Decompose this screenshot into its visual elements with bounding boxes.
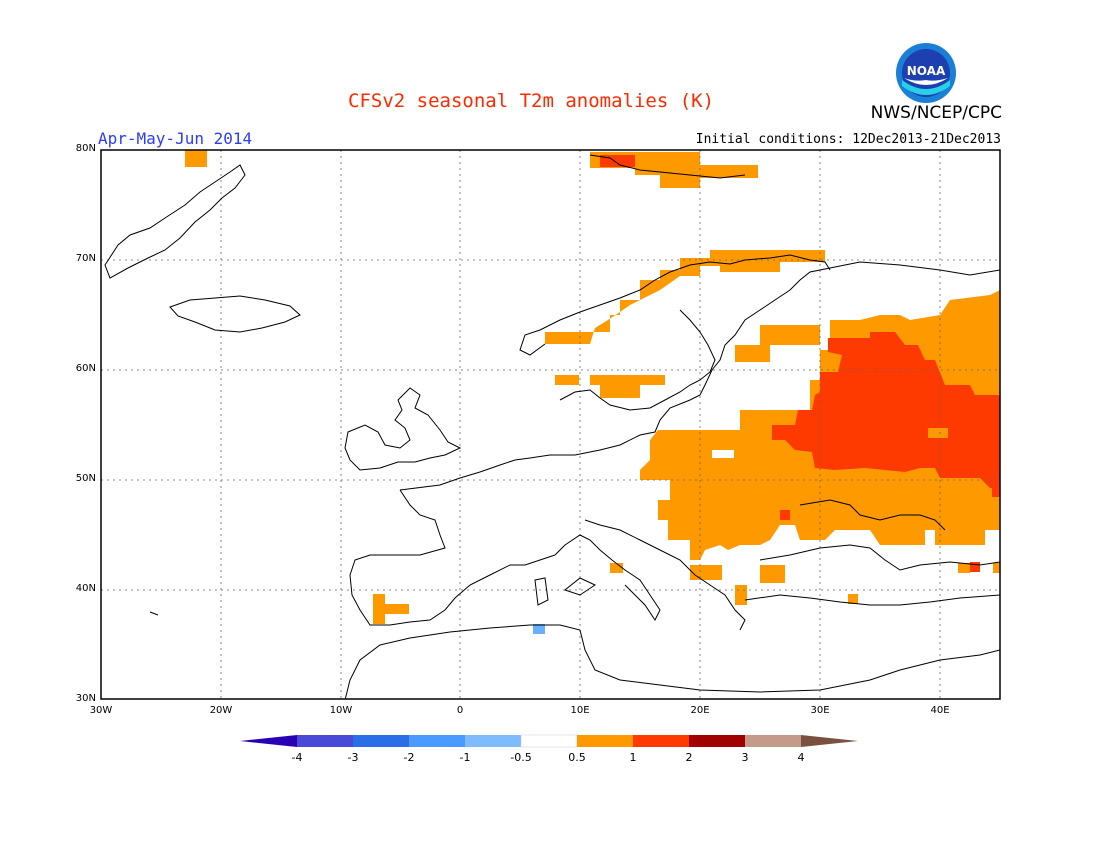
colorbar-low-arrow	[240, 735, 297, 747]
lon-tick-label: 30E	[810, 705, 830, 716]
colorbar-label: -4	[291, 751, 303, 764]
colorbar-label: 1	[629, 751, 637, 764]
lat-tick-label: 30N	[75, 693, 96, 704]
lat-tick-label: 80N	[75, 143, 96, 154]
noaa-logo-icon: NOAA	[896, 43, 956, 103]
lon-tick-label: 10W	[329, 705, 353, 716]
colorbar-label: -3	[347, 751, 359, 764]
colorbar-label: 2	[685, 751, 693, 764]
anomaly-shading	[185, 150, 1000, 634]
colorbar-high-arrow	[801, 735, 858, 747]
forecast-period: Apr-May-Jun 2014	[98, 129, 253, 148]
lon-tick-label: 20W	[209, 705, 233, 716]
colorbar-label: 0.5	[568, 751, 586, 764]
anomaly-region-moderate	[545, 250, 825, 344]
anomaly-region-moderate	[735, 345, 770, 362]
colorbar-label: -0.5	[510, 751, 532, 764]
anomaly-region-moderate	[760, 325, 820, 345]
lat-tick-label: 50N	[75, 473, 96, 484]
lat-tick-label: 70N	[75, 253, 96, 264]
anomaly-region-moderate	[590, 375, 665, 398]
lon-tick-label: 30W	[89, 705, 113, 716]
graticule	[101, 150, 1000, 699]
lat-tick-label: 40N	[75, 583, 96, 594]
lon-tick-label: 40E	[930, 705, 950, 716]
lon-tick-label: 10E	[570, 705, 590, 716]
anomaly-region-strong	[772, 332, 1000, 488]
logo-text: NOAA	[907, 64, 946, 78]
lat-tick-label: 60N	[75, 363, 96, 374]
chart-title: CFSv2 seasonal T2m anomalies (K)	[348, 90, 715, 112]
colorbar-label: 4	[797, 751, 805, 764]
colorbar	[240, 734, 858, 748]
initial-conditions: Initial conditions: 12Dec2013-21Dec2013	[695, 132, 1001, 147]
map-frame	[100, 149, 1001, 700]
agency-label: NWS/NCEP/CPC	[870, 103, 1002, 123]
colorbar-label: -1	[459, 751, 471, 764]
colorbar-label: 3	[741, 751, 749, 764]
lon-tick-label: 20E	[690, 705, 710, 716]
coastlines	[104, 154, 1000, 699]
anomaly-region-cool	[533, 624, 545, 634]
colorbar-label: -2	[403, 751, 415, 764]
lon-tick-label: 0	[456, 705, 464, 716]
